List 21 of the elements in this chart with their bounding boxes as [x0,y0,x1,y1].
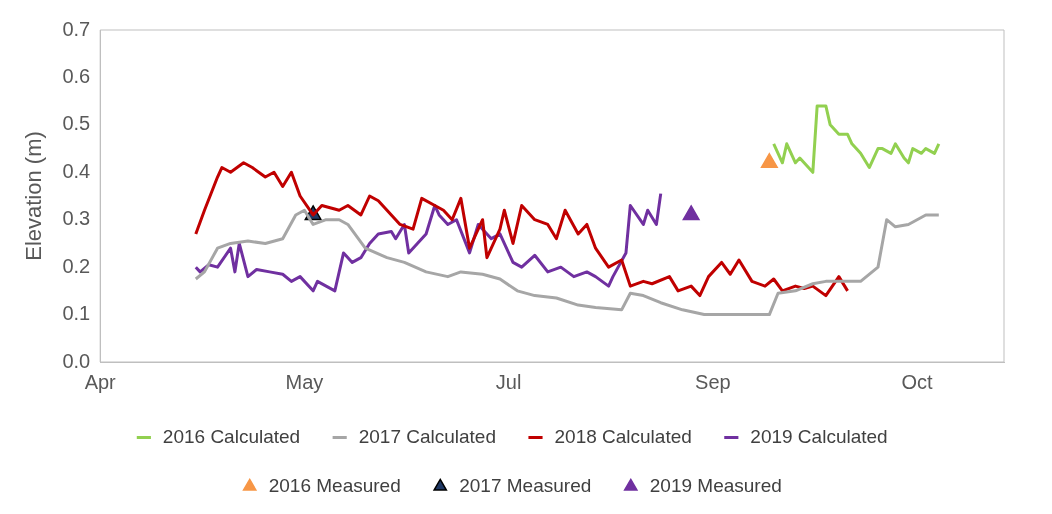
y-tick-label: 0.0 [62,349,91,372]
y-tick-label: 0.4 [62,159,91,182]
y-tick-label: 0.6 [62,64,91,87]
y-axis-title: Elevation (m) [21,131,47,261]
legend-label: 2019 Measured [649,474,782,496]
legend-label: 2018 Calculated [554,425,692,447]
x-tick-label: Sep [695,370,731,393]
x-tick-label: Oct [901,370,934,393]
x-tick-label: May [285,370,324,393]
y-tick-label: 0.1 [62,302,91,325]
x-tick-label: Apr [84,370,117,393]
x-tick-label: Jul [495,370,522,393]
legend-label: 2016 Calculated [162,425,301,447]
legend-label: 2017 Calculated [358,425,496,447]
legend-label: 2019 Calculated [750,425,888,447]
y-tick-label: 0.2 [62,254,91,277]
y-tick-label: 0.7 [62,17,91,40]
y-tick-label: 0.5 [62,112,91,135]
legend-label: 2016 Measured [268,474,401,496]
legend-label: 2017 Measured [459,474,592,496]
y-tick-label: 0.3 [62,207,91,230]
